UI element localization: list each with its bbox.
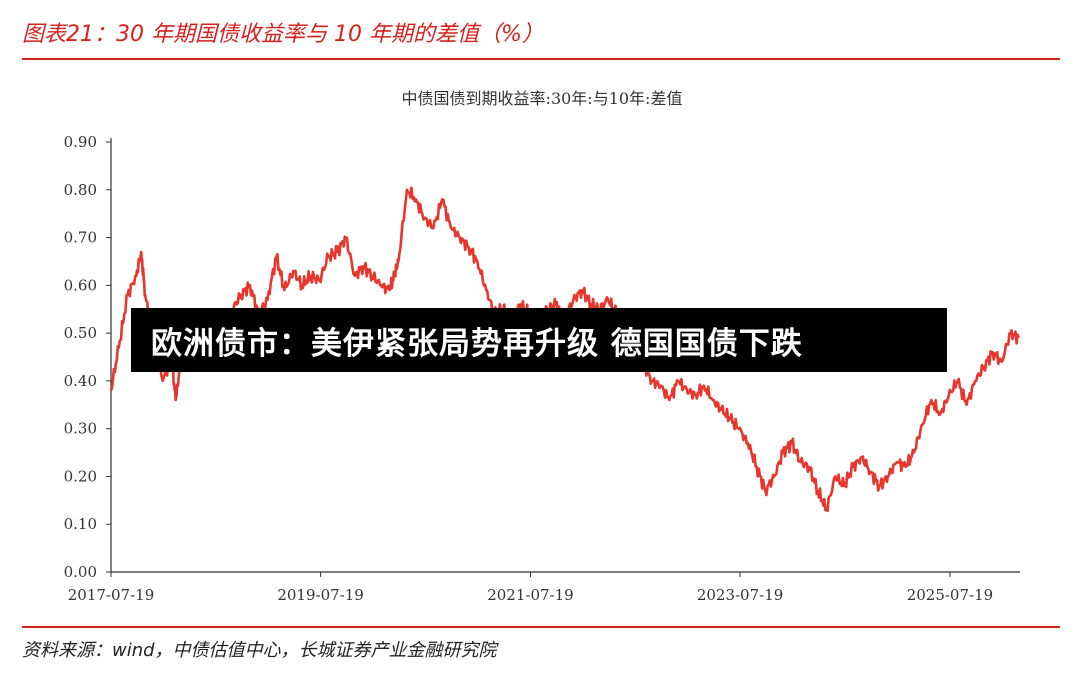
x-tick-label: 2017-07-19 — [68, 586, 154, 604]
x-axis: 2017-07-19 2019-07-19 2021-07-19 2023-07-19… — [68, 571, 1020, 604]
y-tick-label: 0.40 — [64, 372, 97, 390]
x-tick-label: 2023-07-19 — [697, 586, 783, 604]
y-tick-label: 0.00 — [64, 563, 97, 581]
y-tick-label: 0.10 — [64, 515, 97, 533]
source-divider — [22, 626, 1060, 628]
y-tick-label: 0.80 — [64, 181, 97, 199]
chart-title: 中债国债到期收益率:30年:与10年:差值 — [402, 89, 683, 108]
y-axis: 0.00 0.10 0.20 0.30 0.40 0.50 0.60 0.70 0.80 0.90 — [64, 133, 112, 581]
y-tick-label: 0.60 — [64, 276, 97, 294]
headline-banner: 欧洲债市：美伊紧张局势再升级 德国国债下跌 — [131, 308, 947, 372]
y-tick-label: 0.70 — [64, 229, 97, 247]
title-divider — [22, 58, 1060, 60]
headline-text: 欧洲债市：美伊紧张局势再升级 德国国债下跌 — [151, 325, 803, 362]
x-tick-label: 2019-07-19 — [277, 586, 363, 604]
line-chart: 中债国债到期收益率:30年:与10年:差值 0.000.100.200.300.… — [64, 89, 1020, 604]
y-tick-label: 0.90 — [64, 133, 97, 151]
x-tick-label: 2021-07-19 — [487, 586, 573, 604]
y-tick-label: 0.30 — [64, 420, 97, 438]
y-tick-label: 0.50 — [64, 324, 97, 342]
source-note: 资料来源：wind，中债估值中心，长城证券产业金融研究院 — [22, 640, 497, 661]
figure-title: 图表21：30 年期国债收益率与 10 年期的差值（%） — [22, 22, 544, 47]
x-tick-label: 2025-07-19 — [907, 586, 993, 604]
series-line-spread — [109, 186, 1020, 513]
y-tick-label: 0.20 — [64, 467, 97, 485]
